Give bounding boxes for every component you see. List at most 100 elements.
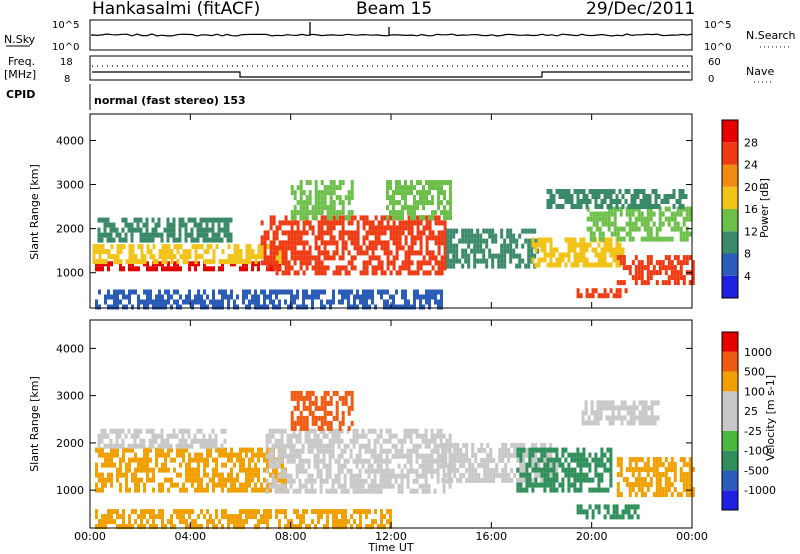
heatmap-cell bbox=[676, 270, 680, 276]
heatmap-cell bbox=[561, 482, 565, 488]
heatmap-cell bbox=[410, 225, 414, 231]
heatmap-cell bbox=[131, 457, 134, 463]
heatmap-cell bbox=[585, 509, 589, 515]
heatmap-cell bbox=[311, 390, 315, 396]
heatmap-cell bbox=[406, 458, 410, 464]
heatmap-cell bbox=[591, 457, 595, 463]
heatmap-cell bbox=[227, 294, 230, 300]
heatmap-cell bbox=[425, 225, 429, 231]
heatmap-cell bbox=[428, 289, 431, 295]
heatmap-cell bbox=[314, 260, 318, 266]
heatmap-cell bbox=[305, 524, 308, 530]
heatmap-cell bbox=[346, 428, 350, 434]
heatmap-cell bbox=[163, 443, 167, 449]
heatmap-cell bbox=[552, 477, 556, 483]
heatmap-cell bbox=[421, 473, 425, 479]
heatmap-cell bbox=[185, 467, 188, 473]
heatmap-cell bbox=[263, 255, 267, 261]
heatmap-cell bbox=[278, 225, 282, 231]
heatmap-cell bbox=[311, 509, 314, 515]
heatmap-cell bbox=[233, 462, 236, 468]
heatmap-cell bbox=[409, 453, 413, 459]
heatmap-cell bbox=[401, 304, 404, 310]
heatmap-cell bbox=[585, 199, 589, 204]
heatmap-cell bbox=[362, 509, 365, 515]
heatmap-cell bbox=[341, 205, 345, 211]
heatmap-cell bbox=[293, 250, 297, 256]
heatmap-cell bbox=[413, 240, 417, 246]
heatmap-cell bbox=[555, 477, 559, 483]
heatmap-cell bbox=[629, 420, 633, 426]
heatmap-cell bbox=[173, 457, 176, 463]
heatmap-cell bbox=[191, 304, 194, 310]
heatmap-cell bbox=[436, 473, 440, 479]
heatmap-cell bbox=[227, 514, 230, 520]
heatmap-cell bbox=[453, 452, 457, 458]
heatmap-cell bbox=[397, 453, 401, 459]
heatmap-cell bbox=[652, 467, 656, 473]
heatmap-cell bbox=[209, 299, 212, 305]
heatmap-cell bbox=[430, 468, 434, 474]
heatmap-cell bbox=[299, 524, 302, 530]
heatmap-cell bbox=[443, 205, 446, 211]
heatmap-cell bbox=[509, 238, 513, 244]
heatmap-cell bbox=[377, 289, 380, 295]
heatmap-cell bbox=[337, 473, 341, 479]
heatmap-cell bbox=[398, 230, 402, 236]
heatmap-cell bbox=[268, 433, 272, 439]
heatmap-cell bbox=[251, 447, 254, 453]
heatmap-cell bbox=[576, 452, 580, 458]
heatmap-cell bbox=[110, 462, 113, 468]
heatmap-cell bbox=[443, 180, 446, 186]
heatmap-cell bbox=[332, 210, 336, 216]
heatmap-cell bbox=[398, 304, 401, 310]
heatmap-cell bbox=[325, 473, 329, 479]
colorbar-swatch bbox=[722, 450, 738, 471]
heatmap-cell bbox=[383, 514, 386, 520]
heatmap-cell bbox=[640, 467, 644, 473]
heatmap-cell bbox=[308, 195, 312, 201]
heatmap-cell bbox=[664, 492, 668, 498]
heatmap-cell bbox=[453, 472, 457, 478]
heatmap-cell bbox=[678, 204, 682, 209]
heatmap-cell bbox=[637, 206, 641, 212]
heatmap-cell bbox=[518, 258, 522, 264]
heatmap-cell bbox=[316, 463, 320, 469]
heatmap-cell bbox=[376, 488, 380, 494]
heatmap-cell bbox=[328, 438, 332, 444]
heatmap-cell bbox=[482, 238, 486, 244]
heatmap-cell bbox=[519, 472, 523, 478]
heatmap-cell bbox=[492, 472, 496, 478]
heatmap-cell bbox=[365, 514, 368, 520]
heatmap-cell bbox=[146, 299, 149, 305]
heatmap-cell bbox=[148, 443, 152, 449]
heatmap-cell bbox=[406, 433, 410, 439]
heatmap-cell bbox=[416, 260, 420, 266]
heatmap-cell bbox=[443, 220, 447, 226]
heatmap-cell bbox=[637, 275, 641, 281]
heatmap-cell bbox=[127, 222, 131, 228]
heatmap-cell bbox=[400, 478, 404, 484]
heatmap-cell bbox=[374, 245, 378, 251]
heatmap-cell bbox=[607, 216, 611, 222]
heatmap-cell bbox=[166, 227, 170, 233]
heatmap-cell bbox=[468, 477, 472, 483]
heatmap-cell bbox=[573, 204, 577, 209]
heatmap-cell bbox=[236, 254, 240, 260]
heatmap-cell bbox=[449, 190, 452, 196]
heatmap-cell bbox=[311, 410, 315, 416]
heatmap-cell bbox=[392, 240, 396, 246]
heatmap-cell bbox=[546, 262, 550, 268]
cpid-panel: CPID normal (fast stereo) 153 bbox=[6, 84, 246, 110]
heatmap-cell bbox=[131, 266, 134, 272]
heatmap-cell bbox=[299, 210, 303, 216]
heatmap-cell bbox=[203, 249, 207, 255]
heatmap-cell bbox=[299, 390, 303, 396]
heatmap-cell bbox=[293, 220, 297, 226]
heatmap-cell bbox=[239, 462, 242, 468]
heatmap-cell bbox=[302, 415, 306, 421]
heatmap-cell bbox=[691, 265, 695, 271]
heatmap-cell bbox=[200, 477, 203, 483]
heatmap-cell bbox=[667, 280, 671, 286]
heatmap-cell bbox=[95, 299, 98, 305]
